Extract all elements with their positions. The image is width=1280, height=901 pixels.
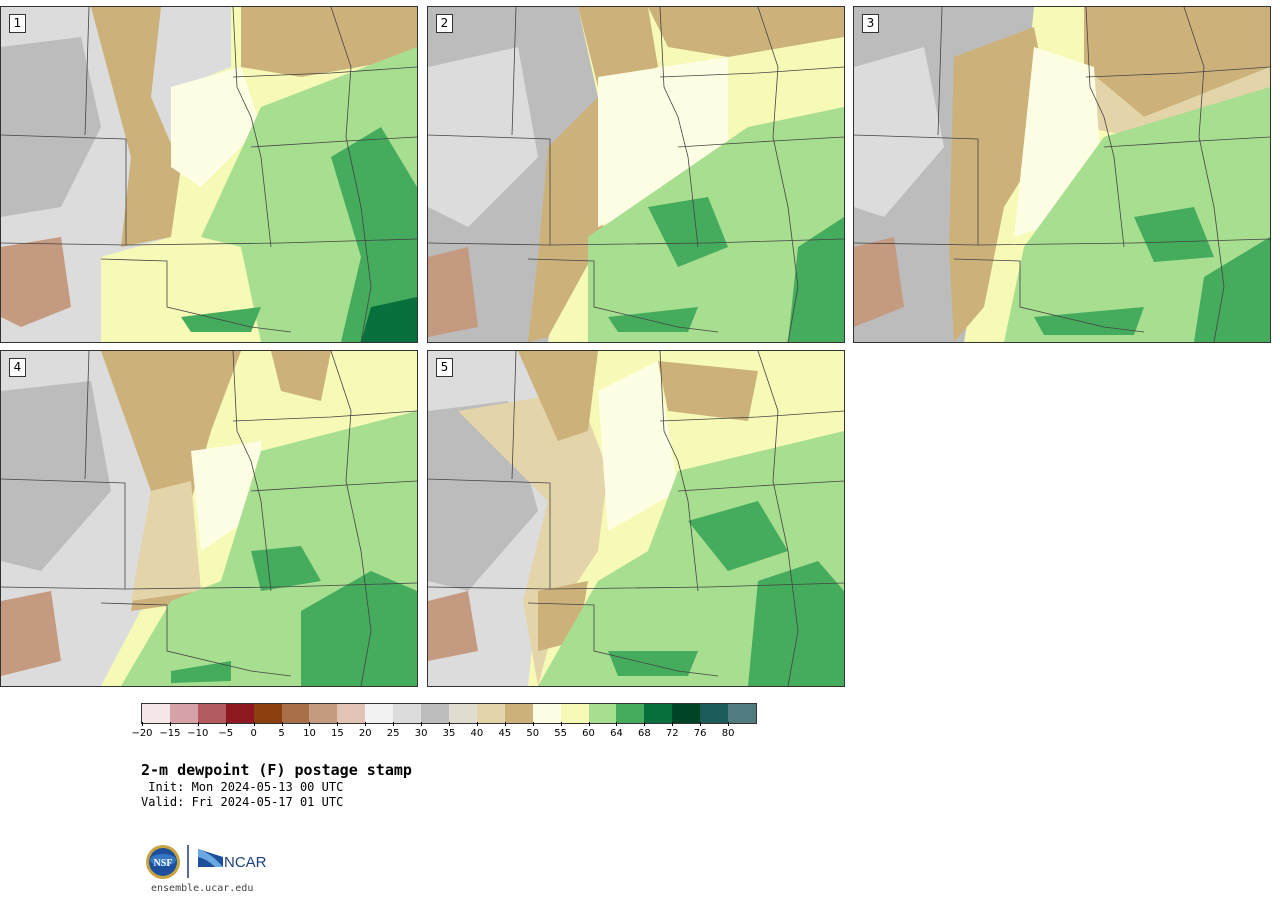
colorbar-tick-label: 80 [721,728,735,739]
colorbar-tick [644,722,646,726]
nsf-logo-text: NSF [154,858,173,869]
colorbar-tick-label: −15 [159,728,181,739]
colorbar-tick [560,722,562,726]
colorbar-segment [197,704,226,723]
ensemble-member-panel-5: 5 [427,350,845,687]
panel-number-label: 4 [9,358,26,377]
ensemble-member-panel-1: 1 [0,6,418,343]
panel-number-label: 5 [436,358,453,377]
panel-number-label: 1 [9,14,26,33]
colorbar-tick [197,722,199,726]
colorbar-segment [588,704,617,723]
colorbar-tick [449,722,450,726]
ensemble-member-panel-2: 2 [427,6,845,343]
colorbar-tick-label: 30 [414,728,428,739]
dewpoint-map-1 [1,7,417,342]
colorbar-tick [253,722,255,726]
colorbar-tick-label: 5 [278,728,285,739]
colorbar-tick-label: 60 [582,728,595,739]
colorbar-segment [309,704,338,723]
valid-time: Valid: Fri 2024-05-17 01 UTC [141,795,344,809]
colorbar-tick-label: 76 [693,728,707,739]
colorbar-tick [225,722,227,726]
colorbar-segment [644,704,673,723]
ensemble-member-panel-3: 3 [853,6,1271,343]
colorbar-segment [448,704,477,723]
colorbar-tick [672,722,674,726]
dewpoint-map-3 [854,7,1270,342]
colorbar-tick-label: −20 [131,728,153,739]
colorbar-segment [504,704,533,723]
colorbar-tick-labels: −20 −15 −10 −5 0 5 10 15 20 25 30 35 40 45 50 55 60 64 68 7… [131,722,757,742]
colorbar-tick-label: 72 [665,728,679,739]
colorbar-tick [588,722,590,726]
colorbar-tick [337,722,339,726]
ensemble-member-panel-4: 4 [0,350,418,687]
colorbar-tick-label: 10 [303,728,316,739]
dewpoint-colorbar [141,703,757,724]
dewpoint-map-4 [1,351,417,686]
colorbar-segment [337,704,366,723]
colorbar-tick [728,722,730,726]
panel-number-label: 3 [862,14,879,33]
ncar-logo-text: NCAR [224,854,267,871]
colorbar-segment [700,704,729,723]
init-time: Init: Mon 2024-05-13 00 UTC [141,780,344,794]
colorbar-segment [476,704,505,723]
colorbar-tick [504,722,506,726]
colorbar-tick [365,722,367,726]
colorbar-tick [700,722,702,726]
colorbar-tick [169,722,171,726]
colorbar-tick-label: 35 [442,728,456,739]
panel-number-label: 2 [436,14,453,33]
colorbar-tick [476,722,478,726]
colorbar-segment [142,704,170,723]
colorbar-tick-label: 40 [470,728,484,739]
colorbar-tick-label: 64 [610,728,623,739]
nsf-ncar-logo: NSF NCAR [145,843,275,881]
colorbar-segment [616,704,645,723]
plot-title: 2-m dewpoint (F) postage stamp [141,761,412,779]
colorbar-segment [169,704,198,723]
colorbar-tick-label: 15 [330,728,344,739]
colorbar-tick-label: 50 [526,728,540,739]
colorbar-segment [421,704,449,723]
colorbar-tick-label: 68 [637,728,651,739]
colorbar-tick [616,722,618,726]
colorbar-tick-label: 45 [498,728,512,739]
colorbar-tick [532,722,534,726]
colorbar-tick-label: −5 [218,728,234,739]
nsf-ncar-logo-graphic: NSF NCAR [146,845,267,879]
colorbar-segment [560,704,589,723]
colorbar-segment [393,704,422,723]
colorbar-segment [281,704,310,723]
colorbar-tick-label: 0 [250,728,257,739]
colorbar-tick [393,722,395,726]
colorbar-tick [142,722,143,726]
colorbar-tick-label: 25 [386,728,400,739]
colorbar-tick [421,722,423,726]
colorbar-segment [253,704,282,723]
colorbar-segment [728,704,756,723]
colorbar-tick-label: 55 [554,728,567,739]
dewpoint-map-5 [428,351,844,686]
ensemble-url: ensemble.ucar.edu [151,883,254,894]
colorbar-tick-label: 20 [358,728,372,739]
colorbar-segment [532,704,561,723]
dewpoint-map-2 [428,7,844,342]
colorbar-tick [309,722,311,726]
colorbar-segment [672,704,701,723]
colorbar-segment [225,704,254,723]
colorbar-segment [365,704,394,723]
colorbar-tick-label: −10 [187,728,209,739]
colorbar-tick [281,722,283,726]
